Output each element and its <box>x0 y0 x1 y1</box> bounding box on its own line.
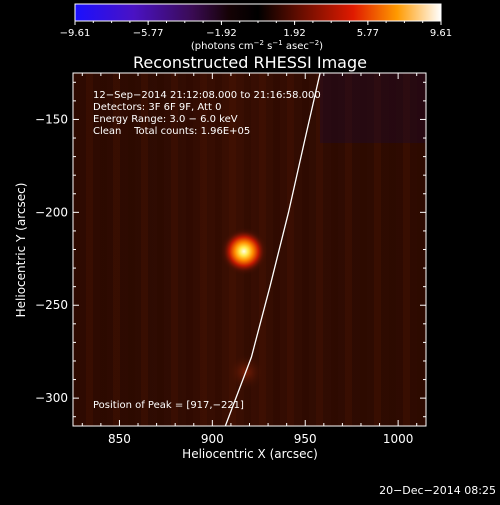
annotation-peak-position: Position of Peak = [917,−221] <box>93 400 244 411</box>
map-stripe <box>100 73 107 426</box>
map-stripe <box>186 73 193 426</box>
y-axis: −150 −200 −250 −300 <box>35 81 426 418</box>
y-tick-label: −300 <box>35 391 68 405</box>
colorbar-tick-label: −1.92 <box>206 28 237 39</box>
map-stripe <box>273 73 280 426</box>
map-stripe <box>141 73 148 426</box>
colorbar-tick-label: 9.61 <box>430 28 452 39</box>
y-tick-label: −250 <box>35 298 68 312</box>
map-stripe <box>374 73 381 426</box>
map-stripe <box>331 73 338 426</box>
map-stripe <box>316 73 323 426</box>
map-stripe <box>360 73 367 426</box>
map-stripe <box>345 73 352 426</box>
colorbar-tick-label: 5.77 <box>357 28 379 39</box>
map-stripe <box>86 73 93 426</box>
x-tick-label: 1000 <box>383 432 414 446</box>
chart-title: Reconstructed RHESSI Image <box>133 53 367 72</box>
map-stripe <box>302 73 309 426</box>
annotation-detectors: Detectors: 3F 6F 9F, Att 0 <box>93 102 221 113</box>
map-dark-corner <box>320 73 426 143</box>
y-tick-label: −150 <box>35 112 68 126</box>
y-axis-label: Heliocentric Y (arcsec) <box>14 183 28 318</box>
map-stripe <box>417 73 424 426</box>
map-stripe <box>389 73 396 426</box>
annotation-time-range: 12−Sep−2014 21:12:08.000 to 21:16:58.000 <box>93 90 321 101</box>
colorbar-tick-label: −9.61 <box>60 28 91 39</box>
image-map <box>73 73 426 426</box>
x-axis: 850 900 950 1000 <box>81 73 418 446</box>
annotation-energy-range: Energy Range: 3.0 − 6.0 keV <box>93 114 238 125</box>
map-stripe <box>287 73 294 426</box>
map-stripe <box>200 73 207 426</box>
x-tick-label: 950 <box>294 432 317 446</box>
annotation-total-counts: Clean Total counts: 1.96E+05 <box>93 126 250 137</box>
colorbar <box>75 4 441 21</box>
y-tick-label: −200 <box>35 205 68 219</box>
map-stripe <box>215 73 222 426</box>
x-tick-label: 900 <box>201 432 224 446</box>
map-stripe <box>113 73 120 426</box>
map-stripe <box>73 73 80 426</box>
x-tick-label: 850 <box>108 432 131 446</box>
solar-limb-curve <box>224 73 321 426</box>
colorbar-tick-label: −5.77 <box>133 28 164 39</box>
colorbar-tick-label: 1.92 <box>283 28 305 39</box>
map-stripe <box>403 73 410 426</box>
footer-timestamp: 20−Dec−2014 08:25 <box>379 484 496 497</box>
x-axis-label: Heliocentric X (arcsec) <box>182 447 318 461</box>
colorbar-unit-label: (photons cm−2 s−1 asec−2) <box>191 39 323 52</box>
peak-source <box>219 227 268 276</box>
map-stripe <box>128 73 135 426</box>
colorbar-ticks: −9.61 −5.77 −1.92 1.92 5.77 9.61 <box>60 21 452 39</box>
map-stripe <box>171 73 178 426</box>
map-stripe <box>157 73 164 426</box>
